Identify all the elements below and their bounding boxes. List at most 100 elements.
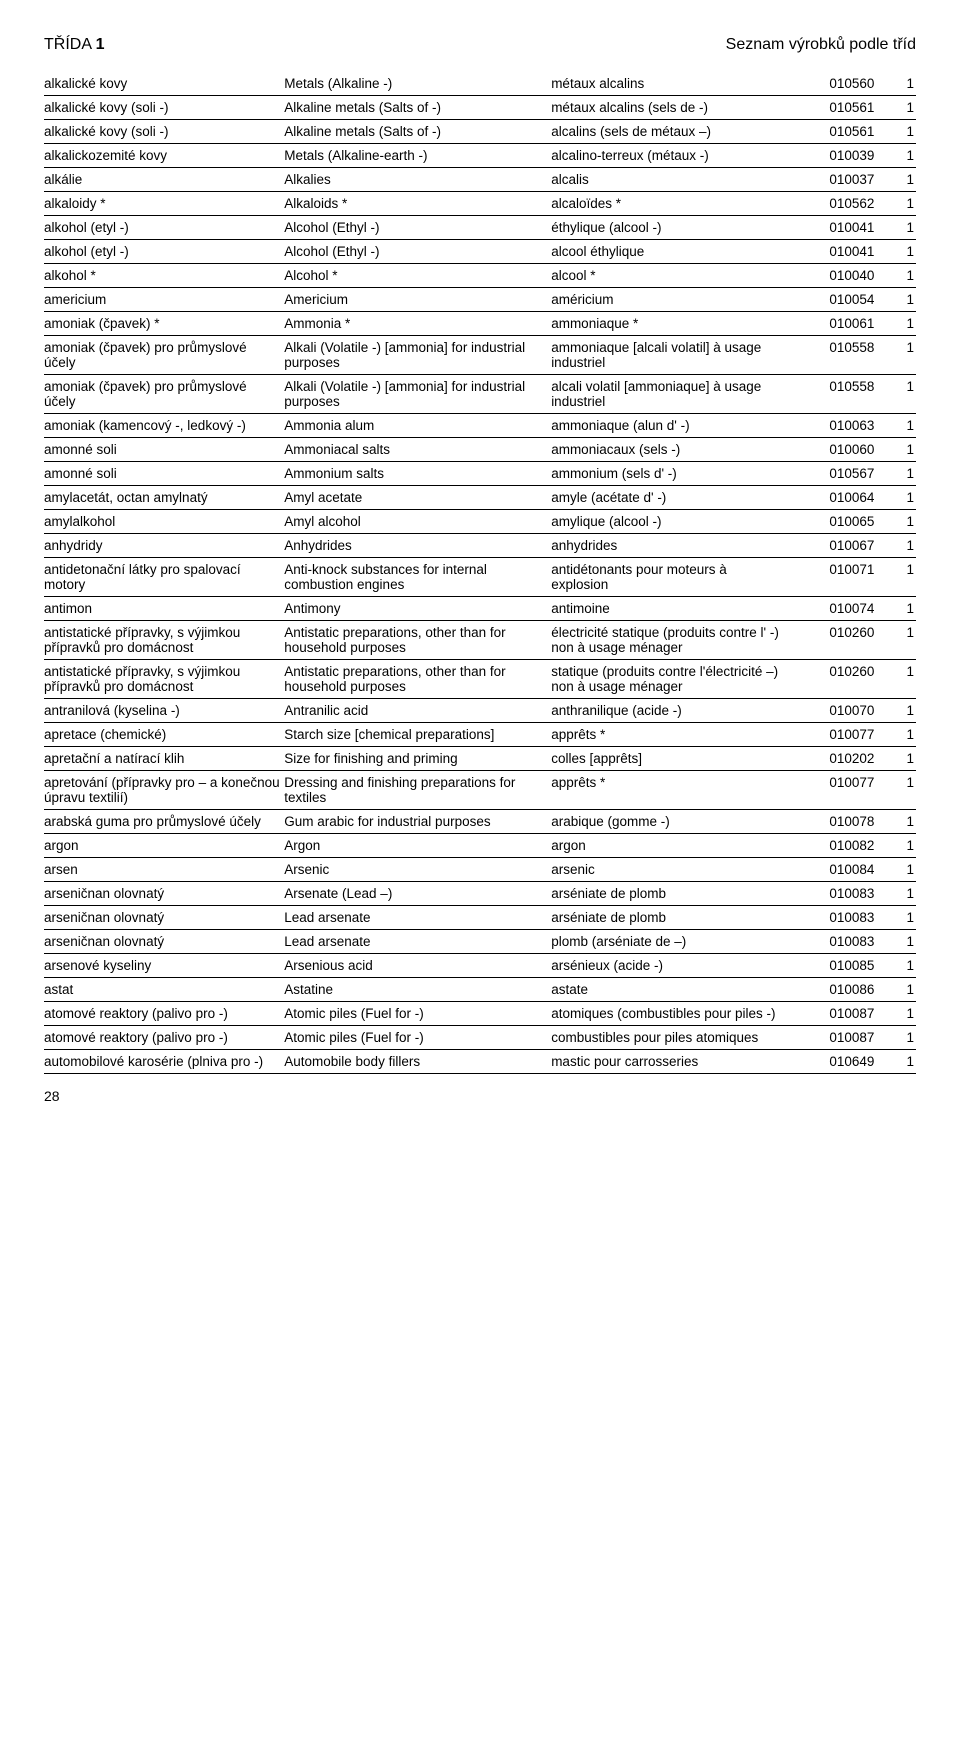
table-row: alkohol (etyl -)Alcohol (Ethyl -)alcool … <box>44 240 916 264</box>
cell-fr: métaux alcalins <box>551 72 791 96</box>
table-row: antimonAntimonyantimoine0100741 <box>44 597 916 621</box>
cell-cz: atomové reaktory (palivo pro -) <box>44 1026 284 1050</box>
cell-cz: apretační a natírací klih <box>44 747 284 771</box>
cell-cz: automobilové karosérie (plniva pro -) <box>44 1050 284 1074</box>
cell-code: 010041 <box>791 216 880 240</box>
cell-fr: apprêts * <box>551 723 791 747</box>
cell-code: 010083 <box>791 906 880 930</box>
cell-cz: astat <box>44 978 284 1002</box>
cell-n: 1 <box>880 1026 916 1050</box>
cell-cz: apretace (chemické) <box>44 723 284 747</box>
cell-fr: alcali volatil [ammoniaque] à usage indu… <box>551 375 791 414</box>
cell-en: Gum arabic for industrial purposes <box>284 810 551 834</box>
cell-fr: arséniate de plomb <box>551 882 791 906</box>
cell-n: 1 <box>880 954 916 978</box>
cell-n: 1 <box>880 621 916 660</box>
cell-en: Size for finishing and priming <box>284 747 551 771</box>
table-row: alkálieAlkaliesalcalis0100371 <box>44 168 916 192</box>
cell-fr: mastic pour carrosseries <box>551 1050 791 1074</box>
cell-en: Atomic piles (Fuel for -) <box>284 1026 551 1050</box>
cell-n: 1 <box>880 747 916 771</box>
cell-n: 1 <box>880 72 916 96</box>
cell-cz: arseničnan olovnatý <box>44 882 284 906</box>
cell-fr: anhydrides <box>551 534 791 558</box>
cell-n: 1 <box>880 558 916 597</box>
cell-code: 010087 <box>791 1026 880 1050</box>
cell-code: 010084 <box>791 858 880 882</box>
cell-cz: arseničnan olovnatý <box>44 930 284 954</box>
table-row: atomové reaktory (palivo pro -)Atomic pi… <box>44 1002 916 1026</box>
cell-cz: antistatické přípravky, s výjimkou přípr… <box>44 621 284 660</box>
cell-cz: arsenové kyseliny <box>44 954 284 978</box>
cell-n: 1 <box>880 882 916 906</box>
cell-fr: amyle (acétate d' -) <box>551 486 791 510</box>
cell-n: 1 <box>880 486 916 510</box>
cell-code: 010077 <box>791 723 880 747</box>
cell-fr: apprêts * <box>551 771 791 810</box>
cell-en: Arsenate (Lead –) <box>284 882 551 906</box>
cell-fr: arséniate de plomb <box>551 906 791 930</box>
cell-n: 1 <box>880 810 916 834</box>
cell-code: 010086 <box>791 978 880 1002</box>
cell-code: 010071 <box>791 558 880 597</box>
cell-n: 1 <box>880 597 916 621</box>
cell-n: 1 <box>880 723 916 747</box>
cell-en: Astatine <box>284 978 551 1002</box>
cell-code: 010054 <box>791 288 880 312</box>
table-row: amoniak (čpavek) pro průmyslové účelyAlk… <box>44 336 916 375</box>
cell-code: 010070 <box>791 699 880 723</box>
cell-cz: arsen <box>44 858 284 882</box>
cell-cz: amylacetát, octan amylnatý <box>44 486 284 510</box>
table-row: alkalickozemité kovyMetals (Alkaline-ear… <box>44 144 916 168</box>
cell-code: 010041 <box>791 240 880 264</box>
cell-n: 1 <box>880 120 916 144</box>
cell-n: 1 <box>880 834 916 858</box>
cell-en: Americium <box>284 288 551 312</box>
table-row: arseničnan olovnatýLead arsenateplomb (a… <box>44 930 916 954</box>
cell-en: Antimony <box>284 597 551 621</box>
table-row: amoniak (čpavek) *Ammonia *ammoniaque *0… <box>44 312 916 336</box>
cell-n: 1 <box>880 510 916 534</box>
cell-cz: apretování (přípravky pro – a konečnou ú… <box>44 771 284 810</box>
table-row: arsenové kyselinyArsenious acidarsénieux… <box>44 954 916 978</box>
cell-code: 010260 <box>791 621 880 660</box>
cell-en: Alkali (Volatile -) [ammonia] for indust… <box>284 375 551 414</box>
cell-cz: alkalické kovy (soli -) <box>44 120 284 144</box>
table-row: arseničnan olovnatýLead arsenatearséniat… <box>44 906 916 930</box>
cell-fr: ammonium (sels d' -) <box>551 462 791 486</box>
cell-cz: americium <box>44 288 284 312</box>
cell-en: Lead arsenate <box>284 906 551 930</box>
cell-fr: éthylique (alcool -) <box>551 216 791 240</box>
cell-n: 1 <box>880 978 916 1002</box>
cell-cz: alkálie <box>44 168 284 192</box>
cell-en: Alcohol (Ethyl -) <box>284 216 551 240</box>
cell-code: 010202 <box>791 747 880 771</box>
cell-en: Ammonium salts <box>284 462 551 486</box>
cell-n: 1 <box>880 375 916 414</box>
cell-en: Alkaline metals (Salts of -) <box>284 120 551 144</box>
cell-en: Alkaloids * <box>284 192 551 216</box>
cell-en: Argon <box>284 834 551 858</box>
table-row: arseničnan olovnatýArsenate (Lead –)arsé… <box>44 882 916 906</box>
table-row: alkalické kovy (soli -)Alkaline metals (… <box>44 96 916 120</box>
table-row: apretace (chemické)Starch size [chemical… <box>44 723 916 747</box>
cell-n: 1 <box>880 699 916 723</box>
cell-code: 010040 <box>791 264 880 288</box>
table-row: arabská guma pro průmyslové účelyGum ara… <box>44 810 916 834</box>
cell-fr: argon <box>551 834 791 858</box>
cell-fr: combustibles pour piles atomiques <box>551 1026 791 1050</box>
cell-en: Metals (Alkaline-earth -) <box>284 144 551 168</box>
cell-cz: antistatické přípravky, s výjimkou přípr… <box>44 660 284 699</box>
cell-n: 1 <box>880 240 916 264</box>
cell-cz: antranilová (kyselina -) <box>44 699 284 723</box>
cell-code: 010060 <box>791 438 880 462</box>
page-number: 28 <box>44 1088 916 1104</box>
cell-code: 010560 <box>791 72 880 96</box>
table-row: antistatické přípravky, s výjimkou přípr… <box>44 621 916 660</box>
cell-en: Ammoniacal salts <box>284 438 551 462</box>
table-row: argonArgonargon0100821 <box>44 834 916 858</box>
class-number: 1 <box>96 36 105 53</box>
cell-n: 1 <box>880 168 916 192</box>
cell-cz: antimon <box>44 597 284 621</box>
cell-cz: amoniak (čpavek) pro průmyslové účely <box>44 336 284 375</box>
